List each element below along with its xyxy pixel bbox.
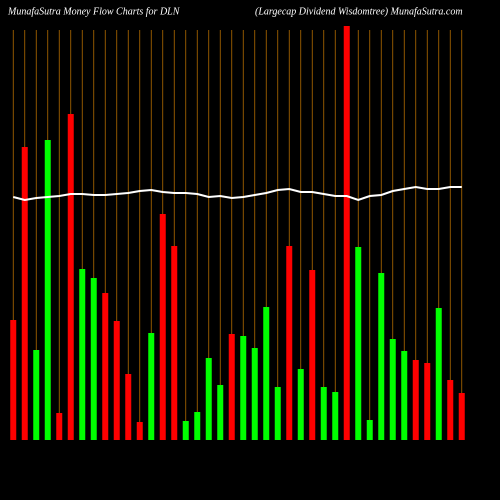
bar [90, 278, 97, 440]
bar [21, 147, 28, 440]
bar [320, 387, 327, 440]
bar [366, 420, 373, 440]
bar [136, 422, 143, 440]
bar [182, 421, 189, 440]
bar [171, 246, 178, 440]
bar [309, 270, 316, 440]
bar [79, 269, 86, 440]
line [12, 185, 462, 202]
bar [263, 307, 270, 440]
bar [447, 380, 454, 440]
bar [355, 247, 362, 440]
bar [389, 339, 396, 440]
bar [435, 308, 442, 440]
bar [286, 246, 293, 440]
bar [113, 321, 120, 440]
bar [205, 358, 212, 440]
bar [332, 392, 339, 440]
chart-subtitle: (Largecap Dividend Wisdomtree) MunafaSut… [255, 6, 463, 17]
bar [343, 26, 350, 440]
bar [10, 320, 17, 440]
bar [228, 334, 235, 440]
bar [424, 363, 431, 440]
bar [33, 350, 40, 440]
bar [297, 369, 304, 440]
bar [44, 140, 51, 440]
bar [194, 412, 201, 440]
bar [159, 214, 166, 440]
bar [274, 387, 281, 440]
bar [148, 333, 155, 440]
chart-title: MunafaSutra Money Flow Charts for DLN [7, 6, 181, 17]
bar [217, 385, 224, 440]
bar [102, 293, 109, 440]
bar [412, 360, 419, 440]
bar [378, 273, 385, 440]
bar [401, 351, 408, 440]
bar [56, 413, 63, 440]
bar [251, 348, 258, 440]
bar [67, 114, 74, 440]
bar [240, 336, 247, 440]
bar [125, 374, 132, 440]
bar [458, 393, 465, 440]
